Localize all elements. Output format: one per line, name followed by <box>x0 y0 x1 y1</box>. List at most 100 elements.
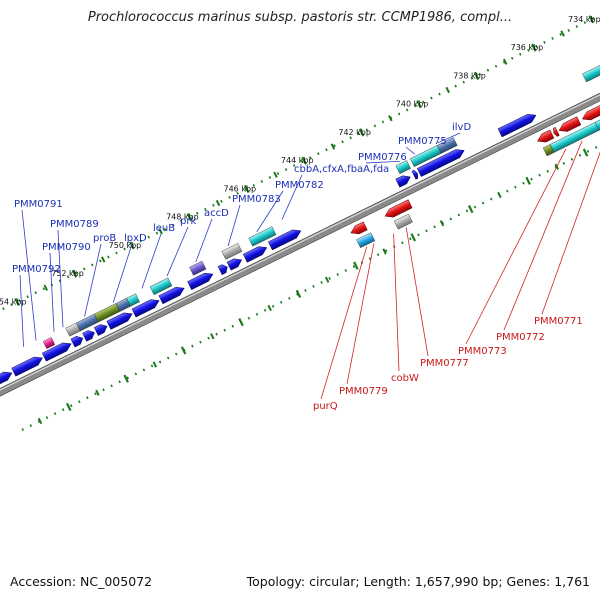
label-leader-line <box>405 227 429 357</box>
forward-gene-arrow[interactable] <box>158 284 186 305</box>
kbp-label: 748 kbp <box>166 213 199 222</box>
forward-gene-arrow[interactable] <box>411 169 420 180</box>
reverse-gene-arrow[interactable] <box>552 127 560 137</box>
scale-tick <box>324 276 330 283</box>
label-leader-line <box>365 160 401 164</box>
scale-tick <box>439 220 445 227</box>
forward-gene-arrow[interactable] <box>41 340 73 362</box>
label-leader-line <box>195 218 213 263</box>
forward-feature-bar[interactable] <box>221 243 243 260</box>
gene-label[interactable]: PMM0772 <box>496 332 545 343</box>
reverse-gene-arrow[interactable] <box>383 199 413 220</box>
label-leader-line <box>227 204 241 247</box>
kbp-label: 738 kbp <box>453 71 486 80</box>
forward-gene-arrow[interactable] <box>217 263 229 275</box>
forward-feature-bar[interactable] <box>149 277 173 296</box>
label-leader-line <box>465 148 567 345</box>
scale-tick <box>238 318 244 327</box>
scale-tick <box>382 248 387 255</box>
gene-label[interactable]: PMM0779 <box>339 386 388 397</box>
scale-tick <box>152 361 158 368</box>
scale-tick <box>560 30 565 37</box>
reverse-gene-arrow[interactable] <box>536 129 555 145</box>
gene-label[interactable]: PMM0771 <box>534 316 583 327</box>
label-leader-line <box>21 209 37 341</box>
gene-label[interactable]: ilvD <box>452 122 471 133</box>
kbp-label: 740 kbp <box>396 100 429 109</box>
forward-feature-bar[interactable] <box>395 160 411 175</box>
scale-tick <box>410 233 417 242</box>
gene-label[interactable]: purQ <box>313 401 338 412</box>
scale-tick <box>497 191 502 199</box>
forward-feature-bar[interactable] <box>189 260 207 276</box>
label-leader-line <box>503 140 583 331</box>
forward-gene-arrow[interactable] <box>242 244 269 263</box>
scale-tick <box>244 184 250 193</box>
gene-label[interactable]: accD <box>204 208 229 219</box>
gene-label[interactable]: lpxD <box>124 233 147 244</box>
kbp-label: 734 kbp <box>568 15 600 24</box>
label-leader-line <box>320 246 368 400</box>
gene-label[interactable]: PMM0776 <box>358 152 407 163</box>
forward-feature-bar[interactable] <box>436 137 458 154</box>
forward-gene-arrow[interactable] <box>497 111 538 138</box>
forward-gene-arrow[interactable] <box>0 369 14 389</box>
forward-gene-arrow[interactable] <box>93 322 109 336</box>
forward-gene-arrow[interactable] <box>416 146 466 177</box>
forward-gene-arrow[interactable] <box>70 334 85 348</box>
gene-label[interactable]: PMM0773 <box>458 346 507 357</box>
scale-tick <box>267 304 272 312</box>
forward-gene-arrow[interactable] <box>187 270 215 290</box>
kbp-label: 752 kbp <box>51 269 84 278</box>
scale-tick <box>215 199 221 207</box>
gene-label[interactable]: PMM0775 <box>398 136 447 147</box>
rna-feature[interactable] <box>42 337 56 349</box>
reverse-feature-bar[interactable] <box>393 213 413 230</box>
gene-label[interactable]: PMM0791 <box>14 199 63 210</box>
label-leader-line <box>57 229 64 328</box>
scale-tick <box>353 261 359 270</box>
scale-tick <box>123 374 129 383</box>
reverse-feature-bar[interactable] <box>594 99 600 131</box>
scale-tick <box>588 15 595 24</box>
reverse-gene-arrow[interactable] <box>557 116 582 135</box>
scale-tick <box>273 171 278 178</box>
reverse-gene-arrow[interactable] <box>580 102 600 123</box>
forward-gene-arrow[interactable] <box>131 297 161 318</box>
scale-tick <box>295 289 302 298</box>
scale-tick <box>473 71 480 80</box>
gene-label[interactable]: PMM0789 <box>50 219 99 230</box>
forward-gene-arrow[interactable] <box>226 256 244 271</box>
forward-gene-arrow[interactable] <box>106 310 134 330</box>
scale-tick <box>95 389 100 396</box>
scale-tick <box>301 156 307 165</box>
gene-label[interactable]: prk <box>180 216 196 227</box>
gene-label[interactable]: PMM0777 <box>420 358 469 369</box>
gene-label[interactable]: cbbA,cfxA,fbaA,fda <box>294 164 389 175</box>
scale-tick <box>65 402 72 411</box>
forward-feature-bar[interactable] <box>126 293 140 307</box>
scale-tick <box>445 86 450 94</box>
reverse-feature-bar[interactable] <box>356 232 376 249</box>
forward-gene-arrow[interactable] <box>82 328 97 342</box>
forward-feature-bar[interactable] <box>248 226 277 247</box>
forward-feature-bar[interactable] <box>582 55 600 83</box>
gene-label[interactable]: PMM0782 <box>275 180 324 191</box>
reverse-gene-arrow[interactable] <box>349 221 368 237</box>
kbp-label: 744 kbp <box>281 156 314 165</box>
scale-tick <box>43 284 49 291</box>
gene-label[interactable]: proB <box>93 233 116 244</box>
gene-label[interactable]: leuB <box>153 223 175 234</box>
forward-gene-arrow[interactable] <box>268 227 302 251</box>
gene-label[interactable]: PMM0792 <box>12 264 61 275</box>
label-leader-line <box>541 151 600 315</box>
accession-label: Accession: NC_005072 <box>10 574 153 589</box>
forward-gene-arrow[interactable] <box>11 354 45 377</box>
forward-gene-arrow[interactable] <box>395 173 413 188</box>
gene-label[interactable]: PMM0790 <box>42 242 91 253</box>
scale-tick <box>330 143 336 150</box>
label-leader-line <box>166 226 189 277</box>
gene-label[interactable]: cobW <box>391 373 419 384</box>
gene-label[interactable]: PMM0783 <box>232 194 281 205</box>
